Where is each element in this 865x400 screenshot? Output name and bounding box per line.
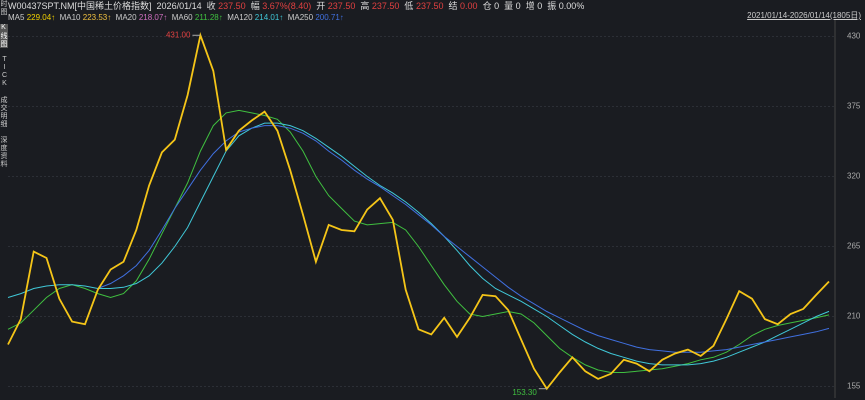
field-label: 高: [360, 1, 370, 11]
legend-name: MA120: [227, 13, 253, 22]
legend-value: 214.01↑: [254, 13, 284, 22]
legend-value: 218.07↑: [138, 13, 168, 22]
side-tab[interactable]: 成交明细: [0, 96, 7, 128]
y-tick-label: 155: [847, 382, 861, 391]
field-label: 开: [316, 1, 326, 11]
side-tab[interactable]: 时图: [0, 0, 7, 16]
field-label: 结: [448, 1, 458, 11]
y-tick-label: 430: [847, 32, 861, 41]
field-value: 237.50: [371, 1, 400, 11]
code: W00437SPT.NM[中国稀土价格指数]: [8, 1, 152, 11]
side-tab[interactable]: K线图: [0, 24, 8, 48]
field-value: 3.67%(8.40): [262, 1, 312, 11]
annotation: 153.30: [512, 388, 537, 397]
date: 2026/01/14: [156, 1, 202, 11]
date-range[interactable]: 2021/01/14-2026/01/14(1805日): [747, 11, 861, 20]
field-value: 0: [515, 1, 521, 11]
line-series: [7, 32, 830, 391]
y-tick-label: 265: [847, 242, 861, 251]
line-series: [97, 125, 830, 353]
field-label: 量: [504, 1, 514, 11]
field-value: 237.50: [415, 1, 444, 11]
field-value: 0.00%: [558, 1, 585, 11]
field-value: 0.00: [460, 1, 478, 11]
field-value: 0: [494, 1, 500, 11]
field-value: 0: [537, 1, 543, 11]
field-label: 增: [525, 1, 535, 11]
legend-name: MA60: [171, 13, 193, 22]
y-tick-label: 320: [847, 172, 861, 181]
legend-name: MA20: [115, 13, 137, 22]
legend-name: MA10: [59, 13, 81, 22]
legend-value: 229.04↑: [26, 13, 56, 22]
line-series: [7, 109, 830, 373]
field-label: 收: [206, 1, 216, 11]
y-tick-label: 375: [847, 102, 861, 111]
y-tick-label: 210: [847, 312, 861, 321]
field-label: 仓: [482, 1, 492, 11]
quote-bar: W00437SPT.NM[中国稀土价格指数] 2026/01/14 收 237.…: [8, 0, 584, 12]
line-series: [7, 122, 830, 366]
field-label: 幅: [250, 1, 260, 11]
legend-name: MA250: [287, 13, 314, 22]
side-tab[interactable]: TICK: [1, 56, 8, 88]
legend-name: MA5: [8, 13, 25, 22]
field-value: 237.50: [327, 1, 356, 11]
field-value: 237.50: [218, 1, 246, 11]
side-tab[interactable]: 深度资料: [0, 136, 7, 168]
legend-value: 211.28↑: [194, 13, 223, 22]
sidebar: 时图 K线图 TICK 成交明细深度资料: [0, 0, 8, 400]
legend-value: 223.53↑: [82, 13, 112, 22]
annotation: 431.00: [166, 30, 191, 39]
field-label: 低: [404, 1, 414, 11]
legend-value: 200.71↑: [315, 13, 344, 22]
legend: MA5 229.04↑ MA10 223.53↑ MA20 218.07↑ MA…: [8, 12, 348, 24]
field-label: 振: [547, 1, 557, 11]
